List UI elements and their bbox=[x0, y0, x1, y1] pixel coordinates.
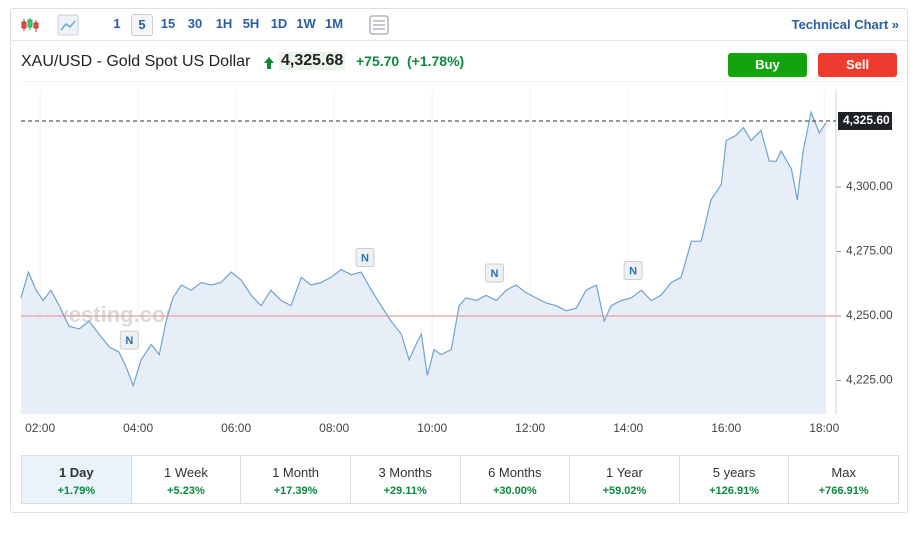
x-tick-label: 02:00 bbox=[25, 421, 55, 435]
period-name: 1 Day bbox=[58, 465, 94, 480]
period-change: +30.00% bbox=[492, 485, 537, 497]
interval-button[interactable]: 30 bbox=[187, 16, 203, 31]
period-name: Max bbox=[831, 465, 856, 480]
x-tick-label: 14:00 bbox=[613, 421, 643, 435]
price: 4,325.68 bbox=[279, 52, 346, 70]
interval-button[interactable]: 1 bbox=[113, 16, 121, 31]
change-pct: (+1.78%) bbox=[407, 53, 465, 69]
period-tabs: 1 Day +1.79% 1 Week +5.23% 1 Month +17.39% 3 M… bbox=[21, 455, 899, 504]
period-name: 1 Year bbox=[606, 465, 643, 480]
interval-button[interactable]: 1M bbox=[324, 16, 344, 31]
period-tab[interactable]: 1 Month +17.39% bbox=[241, 456, 351, 503]
period-change: +17.39% bbox=[273, 485, 318, 497]
interval-button[interactable]: 1W bbox=[296, 16, 316, 31]
news-marker-label: N bbox=[125, 335, 133, 347]
interval-button[interactable]: 5 bbox=[131, 14, 153, 36]
interval-button[interactable]: 15 bbox=[160, 16, 176, 31]
sell-button[interactable]: Sell bbox=[818, 53, 897, 77]
y-tick-label: 4,275.00 bbox=[846, 244, 893, 258]
period-change: +5.23% bbox=[167, 485, 205, 497]
period-tab[interactable]: 1 Day +1.79% bbox=[22, 456, 132, 503]
x-tick-label: 08:00 bbox=[319, 421, 349, 435]
period-change: +126.91% bbox=[709, 485, 759, 497]
change: +75.70 bbox=[356, 53, 400, 69]
period-tab[interactable]: 1 Year +59.02% bbox=[570, 456, 680, 503]
period-tab[interactable]: 5 years +126.91% bbox=[680, 456, 790, 503]
up-arrow bbox=[264, 57, 274, 69]
chart: 02:00 04:00 06:00 08:00 10:00 12:00 14:00 16:00… bbox=[20, 81, 907, 435]
widget: 1 5 15 30 1H 5H 1D 1W 1M Technical Chart » XAU/U… bbox=[10, 8, 908, 513]
period-tab[interactable]: 1 Week +5.23% bbox=[132, 456, 242, 503]
period-change: +766.91% bbox=[818, 485, 869, 497]
interval-button[interactable]: 1D bbox=[270, 16, 288, 31]
period-name: 6 Months bbox=[488, 465, 542, 480]
period-change: +29.11% bbox=[383, 485, 427, 497]
x-tick-label: 10:00 bbox=[417, 421, 447, 435]
y-tick-label: 4,225.00 bbox=[846, 373, 893, 387]
indicator-icon[interactable] bbox=[367, 10, 391, 40]
period-tab[interactable]: Max +766.91% bbox=[789, 456, 898, 503]
interval-button[interactable]: 5H bbox=[242, 16, 260, 31]
toolbar: 1 5 15 30 1H 5H 1D 1W 1M Technical Chart » bbox=[11, 9, 907, 41]
x-tick-label: 04:00 bbox=[123, 421, 153, 435]
news-marker bbox=[623, 260, 643, 280]
buy-button[interactable]: Buy bbox=[728, 53, 807, 77]
period-name: 5 years bbox=[712, 465, 756, 480]
instrument-title: XAU/USD - Gold Spot US Dollar bbox=[21, 53, 251, 70]
y-tick-label: 4,300.00 bbox=[846, 179, 893, 193]
period-name: 1 Week bbox=[164, 465, 208, 480]
news-marker-label: N bbox=[629, 265, 637, 277]
x-tick-label: 12:00 bbox=[515, 421, 545, 435]
news-marker bbox=[484, 263, 504, 283]
technical-chart-link[interactable]: Technical Chart » bbox=[791, 17, 899, 32]
price-line bbox=[20, 110, 827, 388]
news-marker bbox=[355, 248, 375, 268]
period-change: +1.79% bbox=[57, 485, 96, 497]
price-change: +75.70 (+1.78%) bbox=[356, 53, 464, 69]
period-name: 1 Month bbox=[272, 465, 320, 480]
period-name: 3 Months bbox=[378, 465, 432, 480]
news-marker bbox=[119, 330, 139, 350]
y-tick-label: 4,250.00 bbox=[846, 308, 893, 322]
last-price-label: 4,325.60 bbox=[843, 113, 890, 127]
chart-type-icons[interactable] bbox=[19, 10, 79, 40]
news-marker-label: N bbox=[490, 268, 498, 280]
interval-button[interactable]: 1H bbox=[215, 16, 233, 31]
period-tab[interactable]: 6 Months +30.00% bbox=[461, 456, 571, 503]
area bbox=[21, 112, 827, 414]
x-tick-label: 16:00 bbox=[711, 421, 741, 435]
news-marker-label: N bbox=[361, 252, 369, 264]
x-tick-label: 18:00 bbox=[809, 421, 839, 435]
period-change: +59.02% bbox=[602, 485, 647, 497]
x-tick-label: 06:00 bbox=[221, 421, 251, 435]
period-tab[interactable]: 3 Months +29.11% bbox=[351, 456, 461, 503]
last-price-box bbox=[838, 111, 892, 130]
